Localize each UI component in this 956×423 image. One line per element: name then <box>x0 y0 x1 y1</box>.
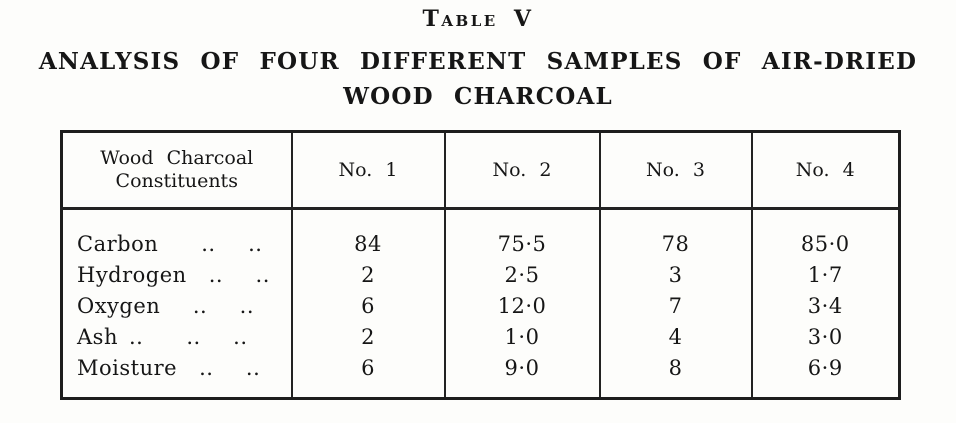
table-row-hydrogen: Hydrogen .. .. 2 2·5 3 1·7 <box>62 259 900 290</box>
value-cell: 4 <box>598 321 752 352</box>
header-sample-2: No. 2 <box>443 131 600 210</box>
constituent-label: Hydrogen .. .. <box>77 262 270 287</box>
header-sample-1: No. 1 <box>290 131 445 210</box>
constituent-label: Oxygen .. .. <box>77 293 255 318</box>
value-cell: 2 <box>290 259 445 290</box>
constituent-label: Carbon .. .. <box>77 231 263 256</box>
value-cell: 85·0 <box>750 208 900 259</box>
table-title: ANALYSIS OF FOUR DIFFERENT SAMPLES OF AI… <box>0 44 956 114</box>
header-row: Wood Charcoal Constituents No. 1 No. 2 N… <box>61 131 900 210</box>
constituent-label: Ash .. .. .. <box>77 324 248 349</box>
value-cell: 84 <box>290 208 445 259</box>
value-cell: 12·0 <box>443 290 600 321</box>
value-cell: 6·9 <box>750 352 900 399</box>
value-cell: 3·0 <box>750 321 900 352</box>
header-constituents: Wood Charcoal Constituents <box>61 131 292 210</box>
charcoal-analysis-table: Wood Charcoal Constituents No. 1 No. 2 N… <box>60 130 901 400</box>
value-cell: 2·5 <box>443 259 600 290</box>
table-title-line1: ANALYSIS OF FOUR DIFFERENT SAMPLES OF AI… <box>38 48 918 75</box>
table-title-line2: WOOD CHARCOAL <box>343 83 613 110</box>
value-cell: 3 <box>598 259 752 290</box>
table-row-oxygen: Oxygen .. .. 6 12·0 7 3·4 <box>62 290 900 321</box>
table-row-carbon: Carbon .. .. 84 75·5 78 85·0 <box>62 208 900 259</box>
table-body: Carbon .. .. 84 75·5 78 85·0 Hydrogen ..… <box>62 208 900 399</box>
value-cell: 1·0 <box>443 321 600 352</box>
value-cell: 6 <box>290 352 445 399</box>
header-sample-3: No. 3 <box>598 131 752 210</box>
header-constituents-line1: Wood Charcoal <box>100 147 254 169</box>
value-cell: 75·5 <box>443 208 600 259</box>
value-cell: 9·0 <box>443 352 600 399</box>
value-cell: 7 <box>598 290 752 321</box>
header-sample-4: No. 4 <box>750 131 900 210</box>
value-cell: 6 <box>290 290 445 321</box>
value-cell: 2 <box>290 321 445 352</box>
value-cell: 8 <box>598 352 752 399</box>
table-row-moisture: Moisture .. .. 6 9·0 8 6·9 <box>62 352 900 399</box>
table-row-ash: Ash .. .. .. 2 1·0 4 3·0 <box>62 321 900 352</box>
value-cell: 1·7 <box>750 259 900 290</box>
header-constituents-line2: Constituents <box>115 170 238 192</box>
table-header: Wood Charcoal Constituents No. 1 No. 2 N… <box>61 131 900 210</box>
constituent-label: Moisture .. .. <box>77 355 261 380</box>
value-cell: 78 <box>598 208 752 259</box>
value-cell: 3·4 <box>750 290 900 321</box>
table-number-heading: Table V <box>422 6 534 32</box>
